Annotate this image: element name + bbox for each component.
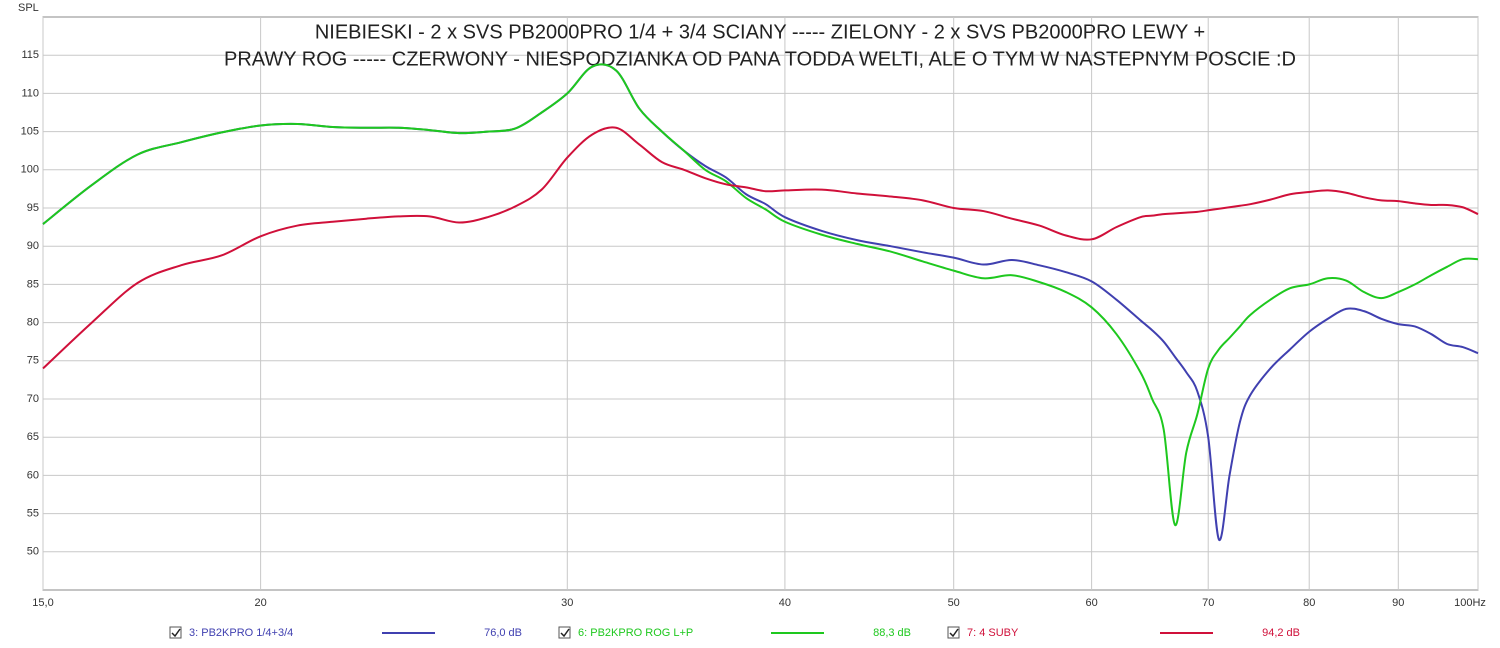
legend-item: 7: 4 SUBY 94,2 dB: [947, 626, 1300, 639]
x-tick-label: 40: [779, 597, 791, 609]
y-tick-label: 55: [27, 508, 39, 520]
legend-name: 6: PB2KPRO ROG L+P: [578, 627, 693, 639]
legend-check: [560, 628, 570, 638]
series-line: [42, 63, 1479, 527]
legend-value: 76,0 dB: [484, 627, 522, 639]
legend-name: 3: PB2KPRO 1/4+3/4: [189, 627, 293, 639]
x-tick-label: 90: [1392, 597, 1404, 609]
legend-item: 3: PB2KPRO 1/4+3/4 76,0 dB: [169, 626, 522, 639]
x-tick-label: 50: [948, 597, 960, 609]
grid: [42, 17, 1479, 590]
y-tick-label: 80: [27, 317, 39, 329]
legend-checkbox: [947, 626, 960, 639]
x-tick-label: 70: [1202, 597, 1214, 609]
y-axis-label: SPL: [18, 2, 39, 14]
legend-check: [949, 628, 959, 638]
legend-name: 7: 4 SUBY: [967, 627, 1019, 639]
legend-item: 6: PB2KPRO ROG L+P 88,3 dB: [558, 626, 911, 639]
x-tick-label: 30: [561, 597, 573, 609]
y-tick-label: 50: [27, 546, 39, 558]
legend-check: [171, 628, 181, 638]
legend-value: 94,2 dB: [1262, 627, 1300, 639]
y-tick-label: 75: [27, 355, 39, 367]
x-tick-label: 60: [1085, 597, 1097, 609]
x-tick-label: 20: [254, 597, 266, 609]
plot-area: [42, 16, 1479, 591]
y-tick-label: 60: [27, 469, 39, 481]
y-tick-label: 95: [27, 202, 39, 214]
y-tick-label: 105: [21, 126, 39, 138]
legend-value: 88,3 dB: [873, 627, 911, 639]
y-tick-label: 110: [21, 87, 39, 99]
series-line: [42, 126, 1479, 370]
y-tick-label: 90: [27, 240, 39, 252]
chart-title: PRAWY ROG ----- CZERWONY - NIESPODZIANKA…: [224, 48, 1296, 70]
x-tick-label: 15,0: [32, 597, 53, 609]
y-tick-label: 65: [27, 431, 39, 443]
y-tick-label: 100: [21, 164, 39, 176]
legend-checkbox: [558, 626, 571, 639]
x-tick-label: 100Hz: [1454, 597, 1486, 609]
chart-title: NIEBIESKI - 2 x SVS PB2000PRO 1/4 + 3/4 …: [315, 21, 1205, 43]
x-tick-label: 80: [1303, 597, 1315, 609]
y-tick-label: 85: [27, 278, 39, 290]
y-tick-label: 115: [21, 49, 39, 61]
legend-checkbox: [169, 626, 182, 639]
y-tick-label: 70: [27, 393, 39, 405]
